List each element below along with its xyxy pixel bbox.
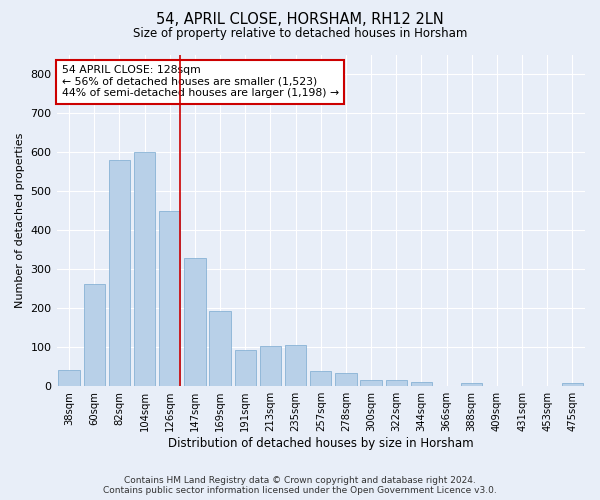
Bar: [209, 311, 231, 386]
Bar: [562, 383, 583, 386]
Bar: [83, 284, 105, 386]
Text: Contains HM Land Registry data © Crown copyright and database right 2024.
Contai: Contains HM Land Registry data © Crown c…: [103, 476, 497, 495]
Text: Size of property relative to detached houses in Horsham: Size of property relative to detached ho…: [133, 28, 467, 40]
Text: 54, APRIL CLOSE, HORSHAM, RH12 2LN: 54, APRIL CLOSE, HORSHAM, RH12 2LN: [156, 12, 444, 28]
Text: 54 APRIL CLOSE: 128sqm
← 56% of detached houses are smaller (1,523)
44% of semi-: 54 APRIL CLOSE: 128sqm ← 56% of detached…: [62, 65, 339, 98]
Bar: [386, 380, 407, 386]
Bar: [109, 160, 130, 386]
Bar: [361, 380, 382, 386]
Bar: [335, 372, 356, 386]
Bar: [58, 370, 80, 386]
Bar: [411, 382, 432, 386]
Bar: [310, 370, 331, 386]
Y-axis label: Number of detached properties: Number of detached properties: [15, 133, 25, 308]
Bar: [184, 258, 206, 386]
Bar: [285, 346, 307, 386]
Bar: [461, 383, 482, 386]
X-axis label: Distribution of detached houses by size in Horsham: Distribution of detached houses by size …: [168, 437, 473, 450]
Bar: [134, 152, 155, 386]
Bar: [235, 350, 256, 386]
Bar: [159, 211, 181, 386]
Bar: [260, 346, 281, 386]
